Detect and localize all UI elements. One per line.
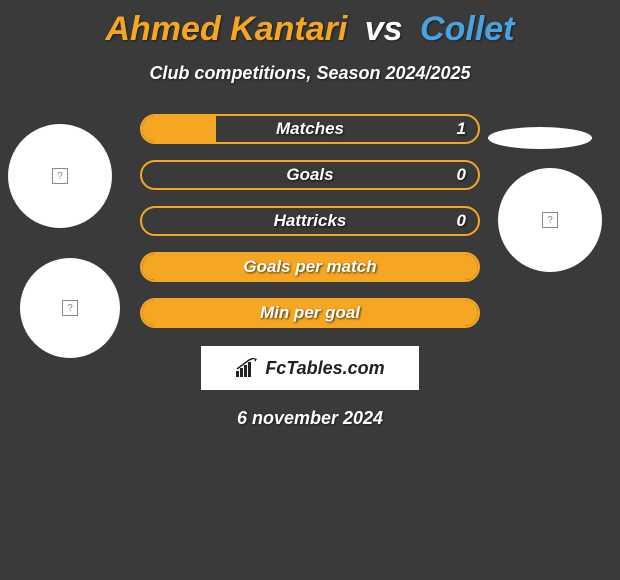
date-label: 6 november 2024	[0, 408, 620, 429]
placeholder-icon: ?	[62, 300, 78, 316]
bar-value: 1	[457, 119, 466, 139]
bar-label: Matches	[276, 119, 344, 139]
bar-label: Hattricks	[274, 211, 347, 231]
bar-value: 0	[457, 165, 466, 185]
placeholder-icon: ?	[542, 212, 558, 228]
comparison-title: Ahmed Kantari vs Collet	[0, 0, 620, 49]
bar-value: 0	[457, 211, 466, 231]
bar-row: Hattricks 0	[140, 206, 480, 236]
player-avatar-circle: ?	[8, 124, 112, 228]
bar-row: Matches 1	[140, 114, 480, 144]
bar-row: Goals 0	[140, 160, 480, 190]
bar-fill	[142, 116, 216, 142]
brand-box: FcTables.com	[201, 346, 419, 390]
player-avatar-circle: ?	[20, 258, 120, 358]
bar-label: Goals	[286, 165, 333, 185]
player-avatar-circle: ?	[498, 168, 602, 272]
bar-label: Goals per match	[243, 257, 376, 277]
player2-name: Collet	[420, 10, 514, 48]
stats-bars: Matches 1 Goals 0 Hattricks 0 Goals per …	[140, 114, 480, 328]
subtitle: Club competitions, Season 2024/2025	[0, 63, 620, 84]
brand-text: FcTables.com	[265, 358, 384, 379]
placeholder-icon: ?	[52, 168, 68, 184]
bar-row: Goals per match	[140, 252, 480, 282]
decorative-ellipse	[488, 127, 592, 149]
player1-name: Ahmed Kantari	[105, 10, 347, 48]
bar-row: Min per goal	[140, 298, 480, 328]
vs-label: vs	[365, 10, 403, 48]
bar-label: Min per goal	[260, 303, 360, 323]
chart-icon	[235, 358, 259, 378]
